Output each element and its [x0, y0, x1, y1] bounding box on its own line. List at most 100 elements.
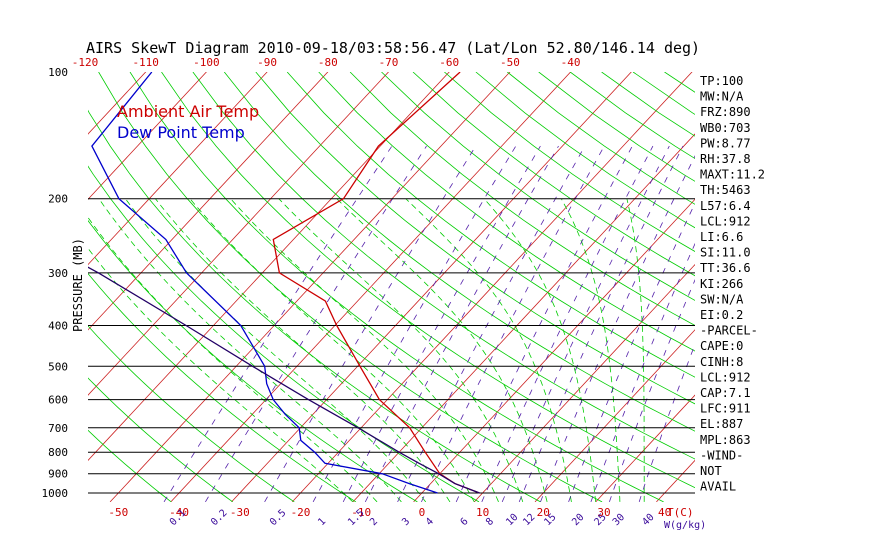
moist-adiabat-line	[88, 247, 354, 502]
index-label: LFC:911	[700, 402, 751, 416]
dry-adiabat-line	[88, 109, 541, 502]
top-temp-tick-label: -70	[379, 56, 399, 69]
top-temp-tick-label: -80	[318, 56, 338, 69]
bottom-temp-tick-label: -50	[108, 506, 128, 519]
index-label: TH:5463	[700, 183, 751, 197]
index-label: -WIND-	[700, 448, 743, 462]
index-label: MW:N/A	[700, 90, 744, 104]
mixing-ratio-line	[342, 145, 541, 502]
dry-adiabat-line	[444, 72, 695, 252]
moist-adiabat-line	[560, 198, 621, 502]
bottom-temp-tick-label: -40	[169, 506, 189, 519]
pressure-tick-label: 500	[48, 360, 68, 373]
mixing-ratio-tick-label: 0.5	[268, 508, 289, 529]
pressure-tick-label: 700	[48, 422, 68, 435]
index-label: SI:11.0	[700, 246, 751, 260]
dry-adiabat-line	[88, 272, 357, 502]
pressure-tick-label: 900	[48, 468, 68, 481]
bottom-temp-tick-label: 0	[419, 506, 426, 519]
index-label: LCL:912	[700, 370, 751, 384]
top-temp-tick-label: -50	[500, 56, 520, 69]
bottom-temp-tick-label: 20	[537, 506, 550, 519]
mixing-ratio-tick-label: 8	[484, 516, 496, 528]
index-label: RH:37.8	[700, 152, 751, 166]
legend: Ambient Air Temp Dew Point Temp	[117, 102, 259, 142]
index-label: WB0:703	[700, 121, 751, 135]
isotherm-line	[534, 329, 695, 502]
mixing-ratio-line	[455, 145, 633, 502]
isotherm-line	[88, 72, 207, 200]
bottom-temp-tick-label: 30	[597, 506, 610, 519]
isotherm-line	[474, 263, 695, 502]
moist-adiabat-line	[626, 198, 645, 502]
pressure-tick-label: 200	[48, 193, 68, 206]
index-label: TP:100	[700, 74, 743, 88]
pressure-tick-label: 400	[48, 320, 68, 333]
dry-adiabat-line	[161, 72, 695, 489]
mixing-ratio-tick-label: 6	[459, 516, 471, 528]
moist-adiabat-line	[336, 198, 548, 502]
pressure-tick-label: 1000	[42, 487, 69, 500]
moist-adiabat-line	[189, 198, 475, 502]
pressure-tick-label: 800	[48, 446, 68, 459]
moist-adiabat-line	[88, 216, 378, 502]
bottom-temp-tick-label: 40	[658, 506, 671, 519]
mixing-ratio-line	[540, 155, 695, 502]
dry-adiabat-line	[255, 72, 695, 405]
isotherm-line	[88, 72, 329, 331]
mixing-ratio-tick-label: 20	[570, 512, 586, 528]
dry-adiabat-line	[318, 72, 695, 352]
top-temp-tick-label: -120	[72, 56, 99, 69]
pressure-tick-label: 300	[48, 267, 68, 280]
index-label: EI:0.2	[700, 308, 743, 322]
mixing-ratio-line	[312, 145, 517, 502]
bottom-temp-tick-label: -30	[230, 506, 250, 519]
index-label: LCL:912	[700, 214, 751, 228]
index-label: CINH:8	[700, 355, 743, 369]
mixing-ratio-tick-label: 12	[521, 512, 537, 528]
bottom-temp-tick-label: 10	[476, 506, 489, 519]
dry-adiabat-line	[632, 72, 695, 115]
mixing-ratio-line	[518, 145, 684, 502]
top-temp-tick-label: -100	[193, 56, 220, 69]
isotherm-line	[656, 459, 695, 502]
mixing-ratio-line	[397, 145, 586, 502]
legend-entry: Dew Point Temp	[117, 123, 245, 142]
moist-adiabat-line	[98, 198, 402, 502]
top-temp-tick-label: -40	[561, 56, 581, 69]
mixing-ratio-tick-label: 2	[368, 516, 380, 528]
dry-adiabat-line	[664, 72, 695, 93]
mixing-ratio-tick-label: 3	[400, 516, 412, 528]
isotherm-line	[88, 72, 390, 396]
moist-adiabat-line	[125, 198, 427, 502]
bottom-temp-tick-label: -10	[351, 506, 371, 519]
dry-adiabat-line	[192, 72, 695, 460]
isotherm-line	[109, 72, 511, 502]
temp-unit-label: T(C)	[667, 506, 694, 519]
temperature-line	[272, 72, 480, 494]
dry-adiabat-line	[475, 72, 695, 229]
index-label: MAXT:11.2	[700, 168, 765, 182]
dry-adiabat-line	[88, 165, 480, 502]
isobar-lines	[88, 198, 695, 494]
isotherm-line	[88, 72, 450, 461]
parcel-line	[88, 266, 480, 494]
top-temp-tick-label: -110	[132, 56, 159, 69]
isotherm-line	[413, 198, 695, 502]
legend-entry: Ambient Air Temp	[117, 102, 259, 121]
dry-adiabat-line	[88, 377, 234, 502]
isotherm-line	[0, 63, 33, 502]
y-axis-label: PRESSURE (MB)	[71, 238, 85, 332]
pressure-tick-label: 600	[48, 394, 68, 407]
moist-adiabat-line	[278, 198, 524, 502]
index-label: MPL:863	[700, 433, 751, 447]
mixing-ratio-tick-label: 10	[504, 512, 520, 528]
index-label: KI:266	[700, 277, 743, 291]
dry-adiabat-line	[88, 429, 172, 502]
moist-adiabat-line	[405, 198, 572, 502]
pressure-tick-label: 100	[48, 66, 68, 79]
chart-title: AIRS SkewT Diagram 2010-09-18/03:58:56.4…	[86, 39, 700, 57]
dry-adiabat-line	[98, 72, 603, 502]
